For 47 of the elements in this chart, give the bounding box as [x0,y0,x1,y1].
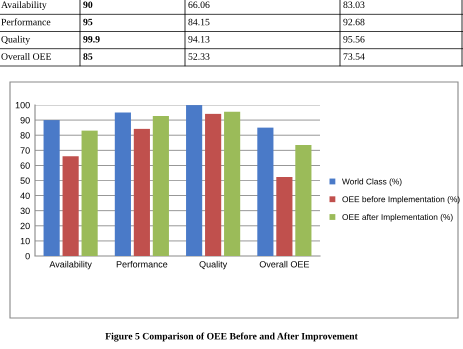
bar [134,128,150,256]
text: 84.15 [188,18,210,26]
bar [295,144,312,256]
text: 83.03 [343,2,364,8]
bar [44,120,60,256]
text: 95 [83,18,92,26]
text: 85 [83,53,92,60]
y-tick-label: 100 [16,102,30,108]
y-tick-label: 60 [20,162,30,169]
x-tick-label: Performance [116,260,168,268]
text: Quality [1,36,30,45]
x-tick-label: Availability [49,260,92,270]
x-tick-label: Overall OEE [260,260,310,268]
bar [62,156,79,256]
bar [114,112,131,256]
y-tick-label: 50 [20,177,30,184]
y-tick-label: 80 [20,132,30,139]
y-tick-label: 30 [20,208,30,214]
y-tick-label: 10 [20,238,30,244]
bar [276,176,292,256]
bar [205,114,222,256]
legend-label: OEE after Implementation (%) [342,214,453,222]
bar [224,112,240,256]
bar [152,116,169,256]
text: 95.56 [343,36,365,43]
caption: Figure 5 Comparison of OEE Before and After Improvement [105,332,358,342]
legend-label: World Class (%) [342,178,402,186]
bar [257,128,274,256]
text: 52.33 [188,53,210,60]
text: 90 [83,2,92,8]
legend-label: OEE before Implementation (%) [342,196,460,204]
y-tick-label: 70 [20,147,30,154]
y-tick-label: 0 [25,252,30,260]
bar [186,105,202,256]
text: 73.54 [344,53,365,60]
text: 66.06 [188,2,210,8]
text: 99.9 [83,36,100,43]
y-tick-label: 40 [20,192,30,199]
text: 94.13 [188,36,210,43]
y-tick-label: 90 [20,117,30,124]
text: 92.68 [343,18,365,26]
text: Performance [1,18,50,26]
y-tick-label: 20 [20,222,30,230]
bar [82,130,98,256]
x-tick-label: Quality [200,260,228,270]
text: Overall OEE [1,52,51,60]
text: Availability [1,1,47,10]
